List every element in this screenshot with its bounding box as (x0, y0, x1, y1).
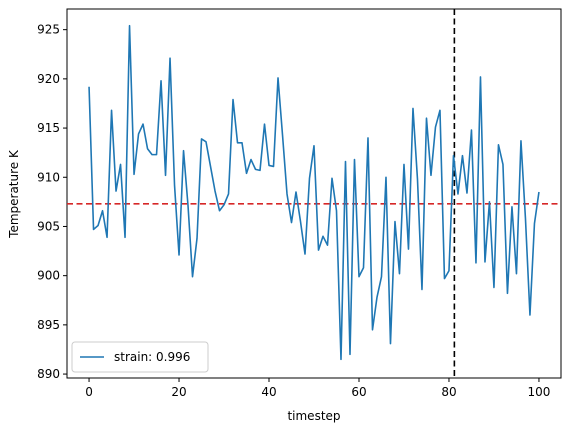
y-tick-label: 905 (37, 219, 60, 233)
y-tick-label: 925 (37, 23, 60, 37)
x-tick-label: 100 (528, 385, 551, 399)
y-tick-label: 910 (37, 170, 60, 184)
x-tick-label: 40 (261, 385, 276, 399)
y-tick-label: 915 (37, 121, 60, 135)
reference-lines (67, 9, 561, 378)
y-tick-label: 920 (37, 72, 60, 86)
x-axis-ticks: 0 20 40 60 80 100 (85, 378, 550, 399)
y-tick-label: 900 (37, 269, 60, 283)
x-tick-label: 20 (171, 385, 186, 399)
x-tick-label: 80 (441, 385, 456, 399)
x-tick-label: 60 (351, 385, 366, 399)
x-tick-label: 0 (85, 385, 93, 399)
series-group (88, 24, 540, 361)
legend: strain: 0.996 (71, 341, 209, 373)
y-tick-label: 895 (37, 318, 60, 332)
legend-label: strain: 0.996 (114, 350, 190, 364)
y-tick-label: 890 (37, 367, 60, 381)
legend-box (71, 341, 209, 373)
plot-area: 0 20 40 60 80 100 890 895 900 905 910 915 920 925 (37, 8, 562, 399)
axes-frame (66, 8, 562, 379)
y-axis-ticks: 890 895 900 905 910 915 920 925 (37, 23, 67, 381)
y-axis-label: Temperature K (7, 149, 21, 239)
x-axis-label: timestep (287, 409, 340, 423)
series-line (88, 24, 540, 361)
